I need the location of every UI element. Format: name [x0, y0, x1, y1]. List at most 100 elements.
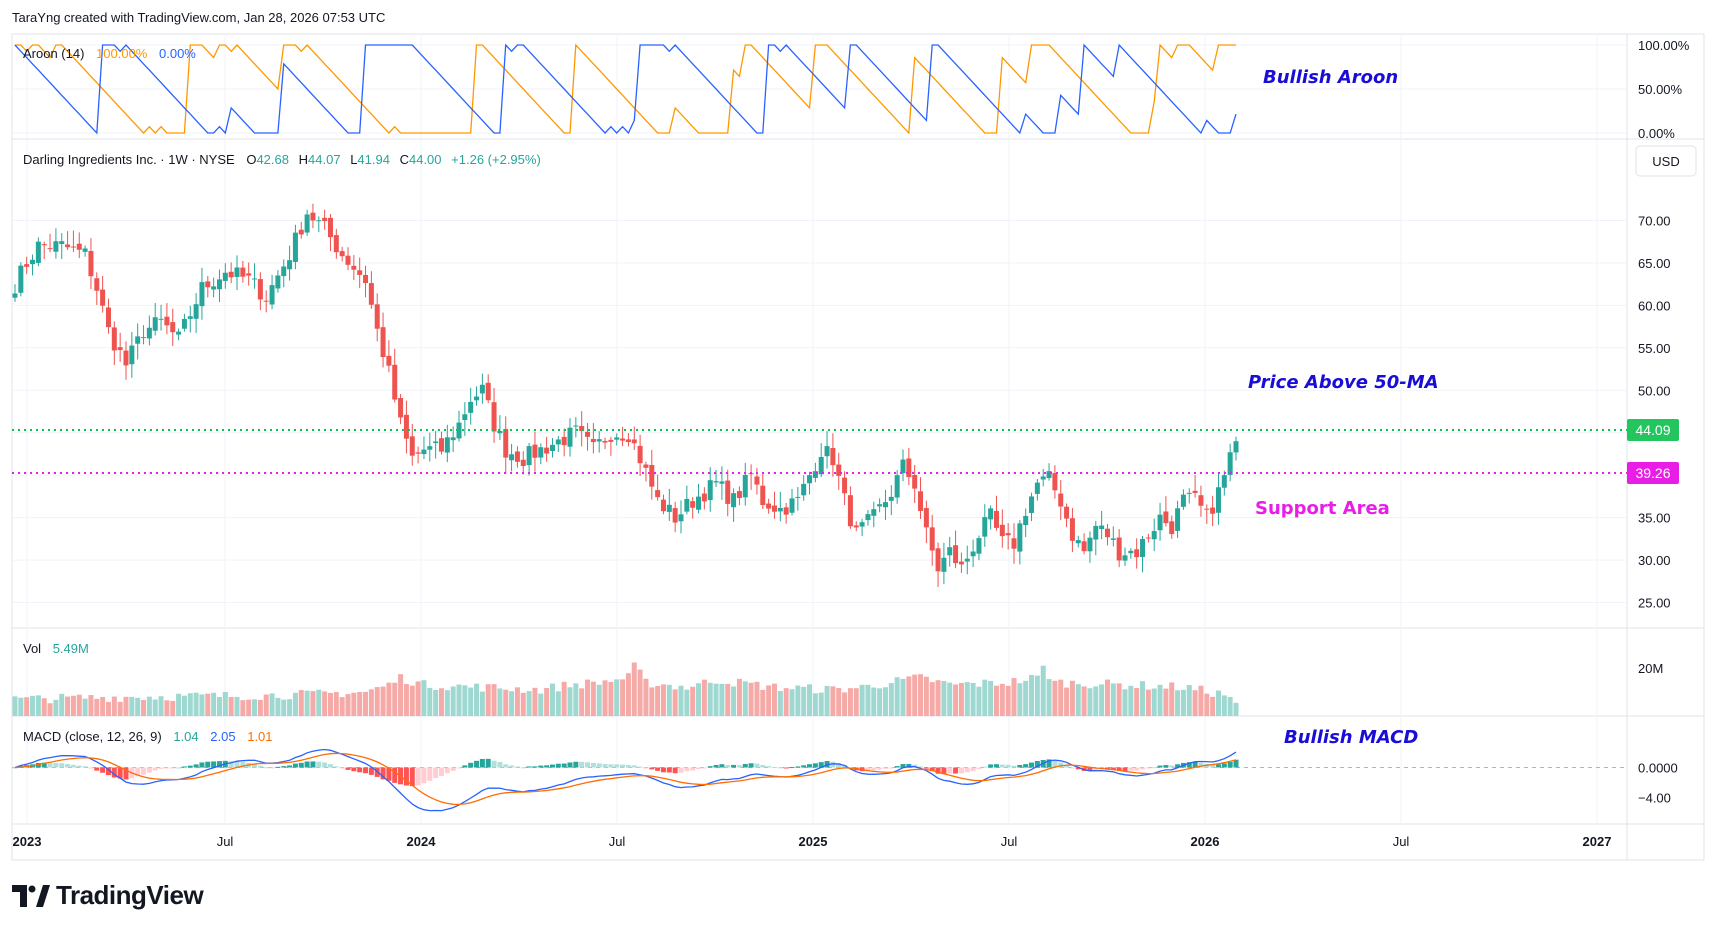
candle-body — [549, 444, 555, 451]
volume-bar — [976, 686, 982, 716]
price-legend[interactable]: Darling Ingredients Inc. · 1W · NYSE O42… — [23, 152, 541, 167]
candle-body — [368, 283, 374, 305]
candle-body — [117, 347, 123, 351]
macd-line — [14, 748, 1237, 812]
macd-histogram-bar — [789, 767, 795, 769]
candle-body — [1075, 540, 1081, 544]
macd-histogram-bar — [567, 762, 573, 768]
candle-body — [216, 279, 222, 290]
candle-body — [158, 318, 164, 320]
annotation-price-above-ma: Price Above 50-MA — [1248, 372, 1439, 393]
macd-histogram-bar — [1005, 764, 1011, 768]
macd-histogram-bar — [252, 763, 258, 768]
macd-histogram-bar — [1052, 760, 1058, 768]
tradingview-logo[interactable]: TradingView — [12, 880, 204, 911]
volume-bar — [1163, 688, 1169, 716]
aroon-legend[interactable]: Aroon (14) 100.00% 0.00% — [23, 46, 196, 61]
annotation-bullish-macd: Bullish MACD — [1284, 727, 1418, 748]
candle-body — [333, 235, 339, 253]
candle-body — [865, 514, 871, 521]
close-value: 44.00 — [409, 152, 442, 167]
annotation-support-area: Support Area — [1255, 498, 1390, 519]
volume-bar — [824, 685, 830, 716]
volume-bar — [146, 696, 152, 716]
macd-histogram-bar — [1116, 767, 1122, 771]
candle-body — [170, 322, 176, 333]
candle-body — [690, 501, 696, 508]
volume-bar — [561, 681, 567, 716]
candle-body — [82, 248, 88, 252]
candle-body — [1192, 490, 1198, 493]
macd-histogram-bar — [421, 767, 427, 784]
currency-button-bg[interactable] — [1635, 145, 1697, 177]
candle-body — [1215, 487, 1221, 513]
volume-bar — [795, 685, 801, 716]
candle-body — [754, 476, 760, 485]
macd-legend[interactable]: MACD (close, 12, 26, 9) 1.04 2.05 1.01 — [23, 729, 273, 744]
macd-histogram-bar — [760, 764, 766, 768]
volume-bar — [53, 699, 59, 716]
aroon-axis-label: 50.00% — [1638, 82, 1683, 97]
volume-bar — [1180, 689, 1186, 716]
candle-body — [252, 278, 258, 280]
volume-bar — [479, 691, 485, 716]
volume-bar — [1052, 680, 1058, 716]
macd-histogram-bar — [672, 767, 678, 774]
volume-bar — [421, 680, 427, 716]
low-value: 41.94 — [357, 152, 390, 167]
volume-bar — [35, 695, 41, 716]
symbol-title: Darling Ingredients Inc. · 1W · NYSE — [23, 152, 235, 167]
volume-bar — [719, 683, 725, 716]
candle-body — [894, 475, 900, 498]
candle-body — [30, 259, 36, 265]
candle-body — [678, 514, 684, 522]
candle-body — [760, 485, 766, 506]
volume-bar — [555, 691, 561, 716]
candle-body — [888, 496, 894, 501]
macd-histogram-bar — [292, 763, 298, 768]
macd-histogram-bar — [877, 767, 883, 770]
candle-body — [53, 241, 59, 252]
macd-histogram-bar — [748, 763, 754, 768]
volume-bar — [415, 681, 421, 716]
candle-body — [421, 449, 427, 455]
macd-histogram-bar — [1227, 761, 1233, 768]
candle-body — [1017, 523, 1023, 552]
macd-histogram-bar — [240, 762, 246, 768]
candle-body — [263, 300, 269, 302]
candle-body — [555, 439, 561, 445]
tradingview-logo-text: TradingView — [56, 880, 204, 910]
volume-bar — [608, 681, 614, 716]
candle-body — [514, 451, 520, 462]
time-axis-label: 2026 — [1191, 834, 1220, 849]
macd-histogram-bar — [643, 767, 649, 769]
macd-histogram-bar — [176, 767, 182, 769]
chart-credit-header: TaraYng created with TradingView.com, Ja… — [12, 10, 386, 25]
macd-histogram-bar — [497, 761, 503, 768]
volume-bar — [906, 676, 912, 716]
volume-bar — [514, 687, 520, 716]
macd-histogram-bar — [211, 761, 217, 768]
volume-bar — [520, 692, 526, 716]
volume-bar — [1046, 679, 1052, 716]
macd-histogram-bar — [287, 765, 293, 768]
macd-histogram-bar — [351, 767, 357, 772]
aroon-down-value: 0.00% — [159, 46, 196, 61]
candle-body — [532, 444, 538, 458]
volume-bar — [228, 696, 234, 716]
candle-body — [76, 243, 82, 250]
candle-body — [403, 414, 409, 439]
high-label: H — [299, 152, 308, 167]
macd-histogram-bar — [316, 761, 322, 768]
volume-bar — [468, 687, 474, 716]
candle-body — [18, 265, 24, 293]
candle-body — [725, 480, 731, 504]
volume-legend[interactable]: Vol 5.49M — [23, 641, 89, 656]
volume-bar — [731, 686, 737, 716]
candle-body — [205, 281, 211, 288]
candle-body — [363, 274, 369, 284]
macd-histogram-bar — [783, 767, 789, 769]
macd-signal-line — [14, 752, 1237, 806]
currency-button[interactable]: USD — [1652, 154, 1679, 169]
